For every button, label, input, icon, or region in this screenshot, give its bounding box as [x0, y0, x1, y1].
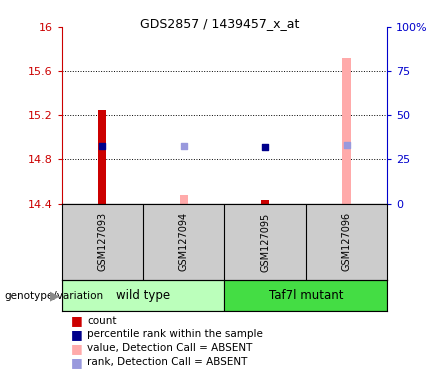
Bar — [342, 58, 351, 204]
Point — [99, 143, 106, 149]
Bar — [180, 195, 188, 204]
Bar — [62, 280, 224, 311]
Bar — [98, 110, 106, 204]
Text: GSM127095: GSM127095 — [260, 212, 270, 271]
Text: ■: ■ — [70, 328, 82, 341]
Point — [180, 143, 187, 149]
Text: GSM127096: GSM127096 — [341, 212, 352, 271]
Text: Taf7l mutant: Taf7l mutant — [268, 289, 343, 302]
Text: rank, Detection Call = ABSENT: rank, Detection Call = ABSENT — [87, 357, 247, 367]
Text: GSM127093: GSM127093 — [97, 212, 107, 271]
Text: value, Detection Call = ABSENT: value, Detection Call = ABSENT — [87, 343, 253, 353]
Point — [261, 144, 268, 150]
Text: genotype/variation: genotype/variation — [4, 291, 103, 301]
Point — [343, 142, 350, 148]
Text: ■: ■ — [70, 314, 82, 327]
Bar — [261, 200, 269, 204]
Text: ■: ■ — [70, 356, 82, 369]
Text: wild type: wild type — [116, 289, 170, 302]
Bar — [224, 280, 387, 311]
Text: GDS2857 / 1439457_x_at: GDS2857 / 1439457_x_at — [140, 17, 300, 30]
Text: percentile rank within the sample: percentile rank within the sample — [87, 329, 263, 339]
Text: GSM127094: GSM127094 — [179, 212, 189, 271]
Text: count: count — [87, 316, 117, 326]
Text: ■: ■ — [70, 342, 82, 355]
Text: ▶: ▶ — [50, 289, 60, 302]
